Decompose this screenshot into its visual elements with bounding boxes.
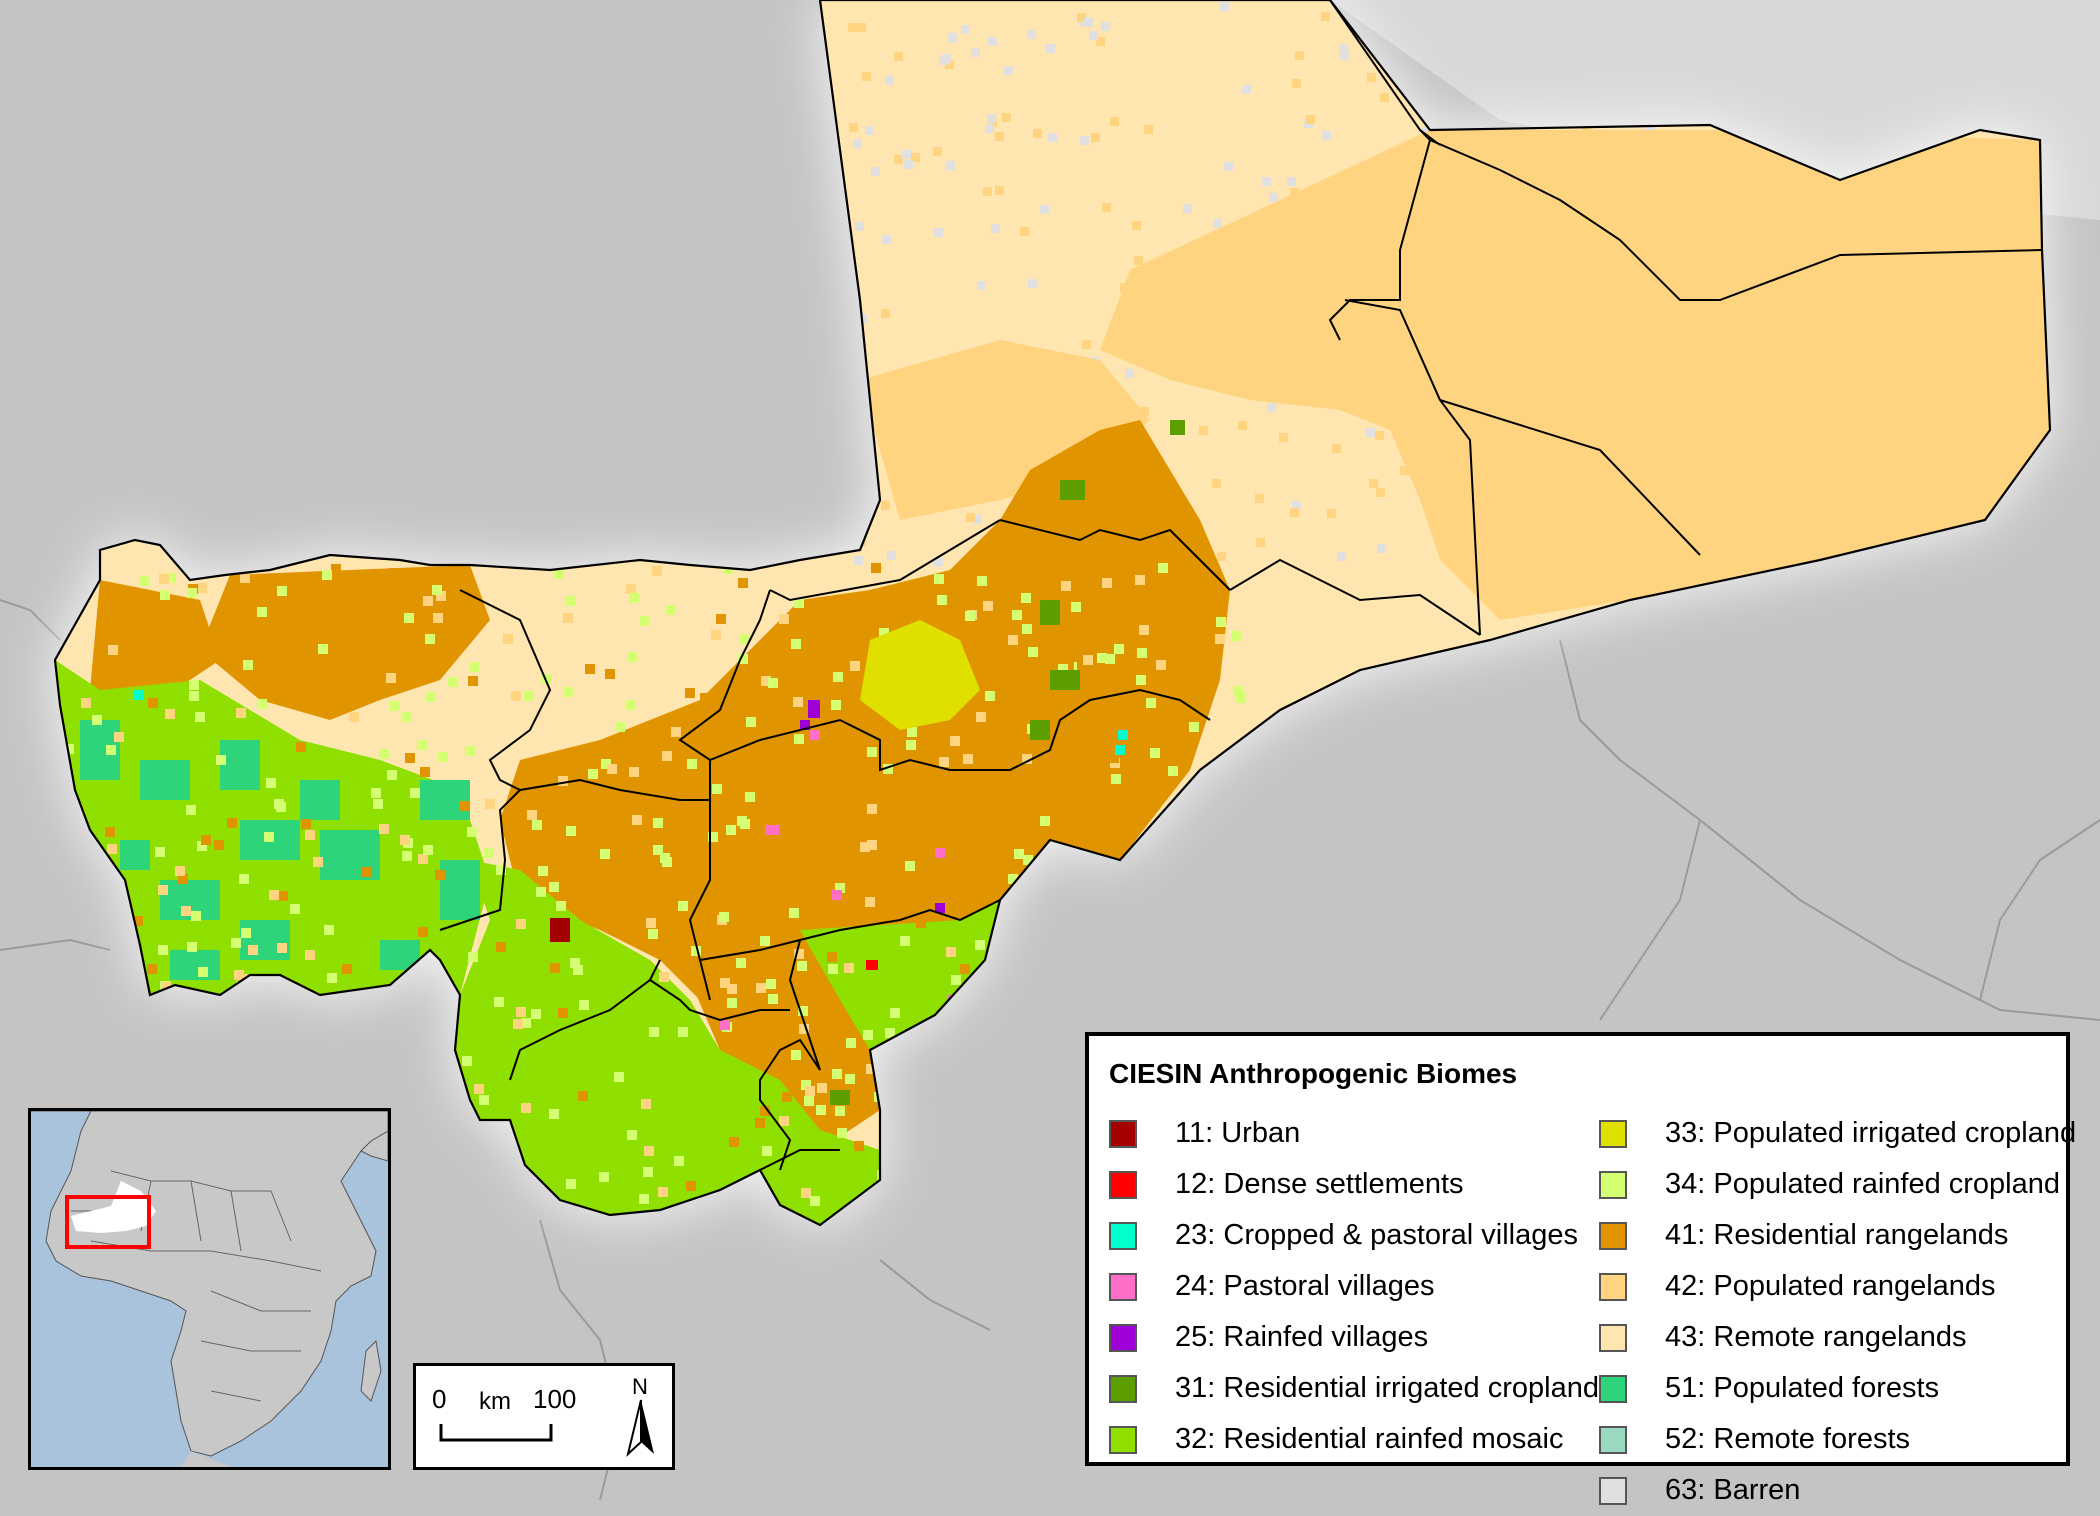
legend-item: 51: Populated forests bbox=[1599, 1363, 2076, 1414]
legend-label: 11: Urban bbox=[1175, 1117, 1301, 1149]
inset-locator-map bbox=[28, 1108, 391, 1470]
legend-swatch bbox=[1109, 1170, 1137, 1199]
legend-swatch bbox=[1599, 1374, 1627, 1403]
legend-label: 43: Remote rangelands bbox=[1665, 1321, 1967, 1353]
legend-swatch bbox=[1599, 1323, 1627, 1352]
legend-item: 12: Dense settlements bbox=[1109, 1159, 1599, 1210]
mali-outline bbox=[53, 0, 2052, 1227]
legend-swatch bbox=[1109, 1425, 1137, 1454]
legend-panel: CIESIN Anthropogenic Biomes 11: Urban 12:… bbox=[1085, 1032, 2076, 1506]
scale-start-label: 0 bbox=[432, 1384, 447, 1414]
legend-item: 32: Residential rainfed mosaic bbox=[1109, 1414, 1599, 1465]
legend-label: 63: Barren bbox=[1665, 1474, 1801, 1506]
legend-label: 24: Pastoral villages bbox=[1175, 1270, 1435, 1302]
legend-swatch bbox=[1109, 1119, 1137, 1148]
legend-item: 41: Residential rangelands bbox=[1599, 1210, 2076, 1261]
legend-swatch bbox=[1599, 1221, 1627, 1250]
legend-swatch bbox=[1599, 1476, 1627, 1505]
legend-swatch bbox=[1599, 1425, 1627, 1454]
legend-title: CIESIN Anthropogenic Biomes bbox=[1109, 1058, 1518, 1089]
scale-end-label: 100 bbox=[533, 1384, 577, 1414]
legend-column-left: 11: Urban 12: Dense settlements 23: Croppe… bbox=[1109, 1108, 1599, 1465]
legend-label: 51: Populated forests bbox=[1665, 1372, 1940, 1404]
legend-column-right: 33: Populated irrigated cropland 34: Popu… bbox=[1599, 1108, 2076, 1516]
legend-label: 23: Cropped & pastoral villages bbox=[1175, 1219, 1579, 1251]
region-boundaries bbox=[439, 0, 2043, 1171]
legend-swatch bbox=[1109, 1221, 1137, 1250]
legend-item: 42: Populated rangelands bbox=[1599, 1261, 2076, 1312]
legend-item: 11: Urban bbox=[1109, 1108, 1599, 1159]
legend-label: 25: Rainfed villages bbox=[1175, 1321, 1429, 1353]
legend-item: 23: Cropped & pastoral villages bbox=[1109, 1210, 1599, 1261]
scale-bar-box: 0 km 100 N bbox=[413, 1363, 675, 1470]
legend-label: 42: Populated rangelands bbox=[1665, 1270, 1996, 1302]
legend-item: 43: Remote rangelands bbox=[1599, 1312, 2076, 1363]
neighbor-borders bbox=[0, 599, 2100, 1500]
legend-label: 41: Residential rangelands bbox=[1665, 1219, 2009, 1251]
legend-swatch bbox=[1109, 1323, 1137, 1352]
legend-item: 33: Populated irrigated cropland bbox=[1599, 1108, 2076, 1159]
scale-bar-graphic bbox=[439, 1424, 553, 1442]
legend-swatch bbox=[1599, 1119, 1627, 1148]
legend-swatch bbox=[1599, 1272, 1627, 1301]
north-label: N bbox=[632, 1374, 648, 1399]
legend-label: 33: Populated irrigated cropland bbox=[1665, 1117, 2077, 1149]
legend-label: 52: Remote forests bbox=[1665, 1423, 1910, 1455]
legend-label: 12: Dense settlements bbox=[1175, 1168, 1464, 1200]
legend-label: 31: Residential irrigated cropland bbox=[1175, 1372, 1599, 1404]
legend-swatch bbox=[1599, 1170, 1627, 1199]
legend-item: 31: Residential irrigated cropland bbox=[1109, 1363, 1599, 1414]
legend-item: 34: Populated rainfed cropland bbox=[1599, 1159, 2076, 1210]
inset-highlight-box bbox=[65, 1195, 151, 1249]
legend-item: 25: Rainfed villages bbox=[1109, 1312, 1599, 1363]
legend-label: 34: Populated rainfed cropland bbox=[1665, 1168, 2061, 1200]
legend-label: 32: Residential rainfed mosaic bbox=[1175, 1423, 1564, 1455]
legend-swatch bbox=[1109, 1272, 1137, 1301]
scale-unit-label: km bbox=[479, 1388, 511, 1415]
legend-item: 24: Pastoral villages bbox=[1109, 1261, 1599, 1312]
legend-swatch bbox=[1109, 1374, 1137, 1403]
inset-svg bbox=[31, 1111, 388, 1467]
mali-inset-shape bbox=[71, 1181, 156, 1233]
legend-item: 63: Barren bbox=[1599, 1465, 2076, 1516]
legend-item: 52: Remote forests bbox=[1599, 1414, 2076, 1465]
north-arrow-icon bbox=[626, 1399, 654, 1457]
